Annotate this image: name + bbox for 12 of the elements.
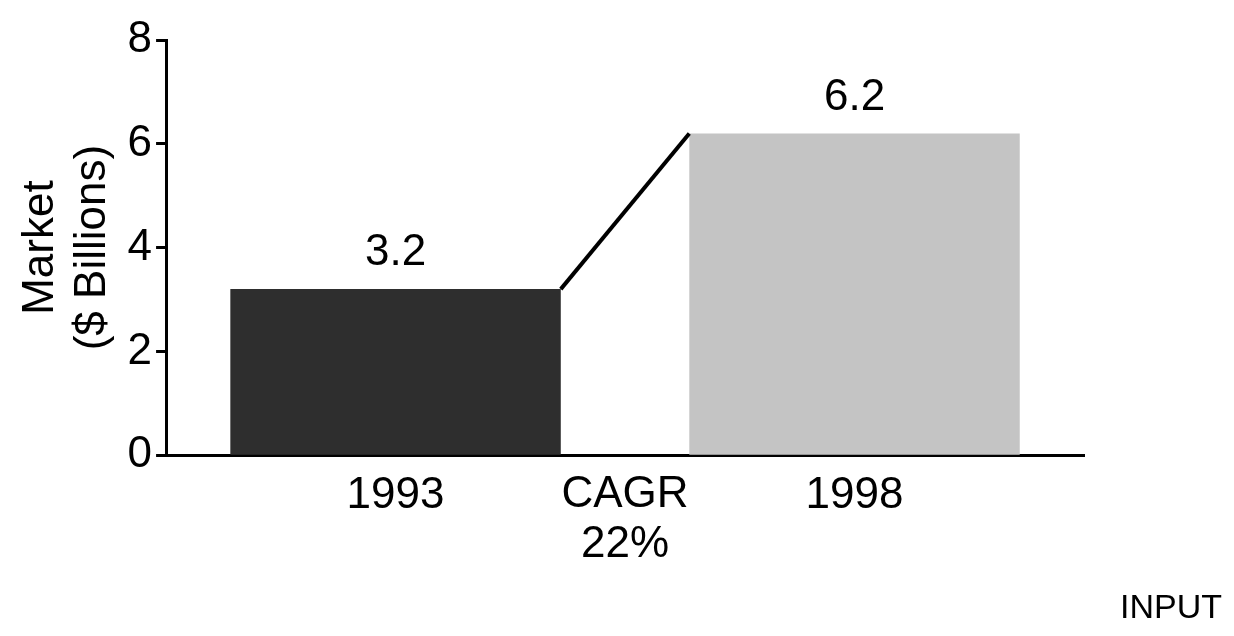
y-tick-label: 2 bbox=[127, 323, 153, 373]
data-label: 6.2 bbox=[823, 69, 886, 119]
text: INPUT bbox=[1120, 587, 1222, 626]
x-tick-label: 1993 bbox=[346, 467, 445, 517]
y-axis-title: Market ($ Billions) bbox=[12, 144, 115, 351]
text: CAGR 22% bbox=[561, 467, 689, 567]
y-tick-label: 6 bbox=[127, 115, 153, 165]
y-tick-label: 0 bbox=[127, 427, 153, 477]
x-tick-label: 1998 bbox=[805, 467, 904, 517]
y-tick-label: 8 bbox=[127, 12, 153, 62]
y-tick-label: 4 bbox=[127, 219, 153, 269]
data-label: 3.2 bbox=[364, 225, 427, 275]
